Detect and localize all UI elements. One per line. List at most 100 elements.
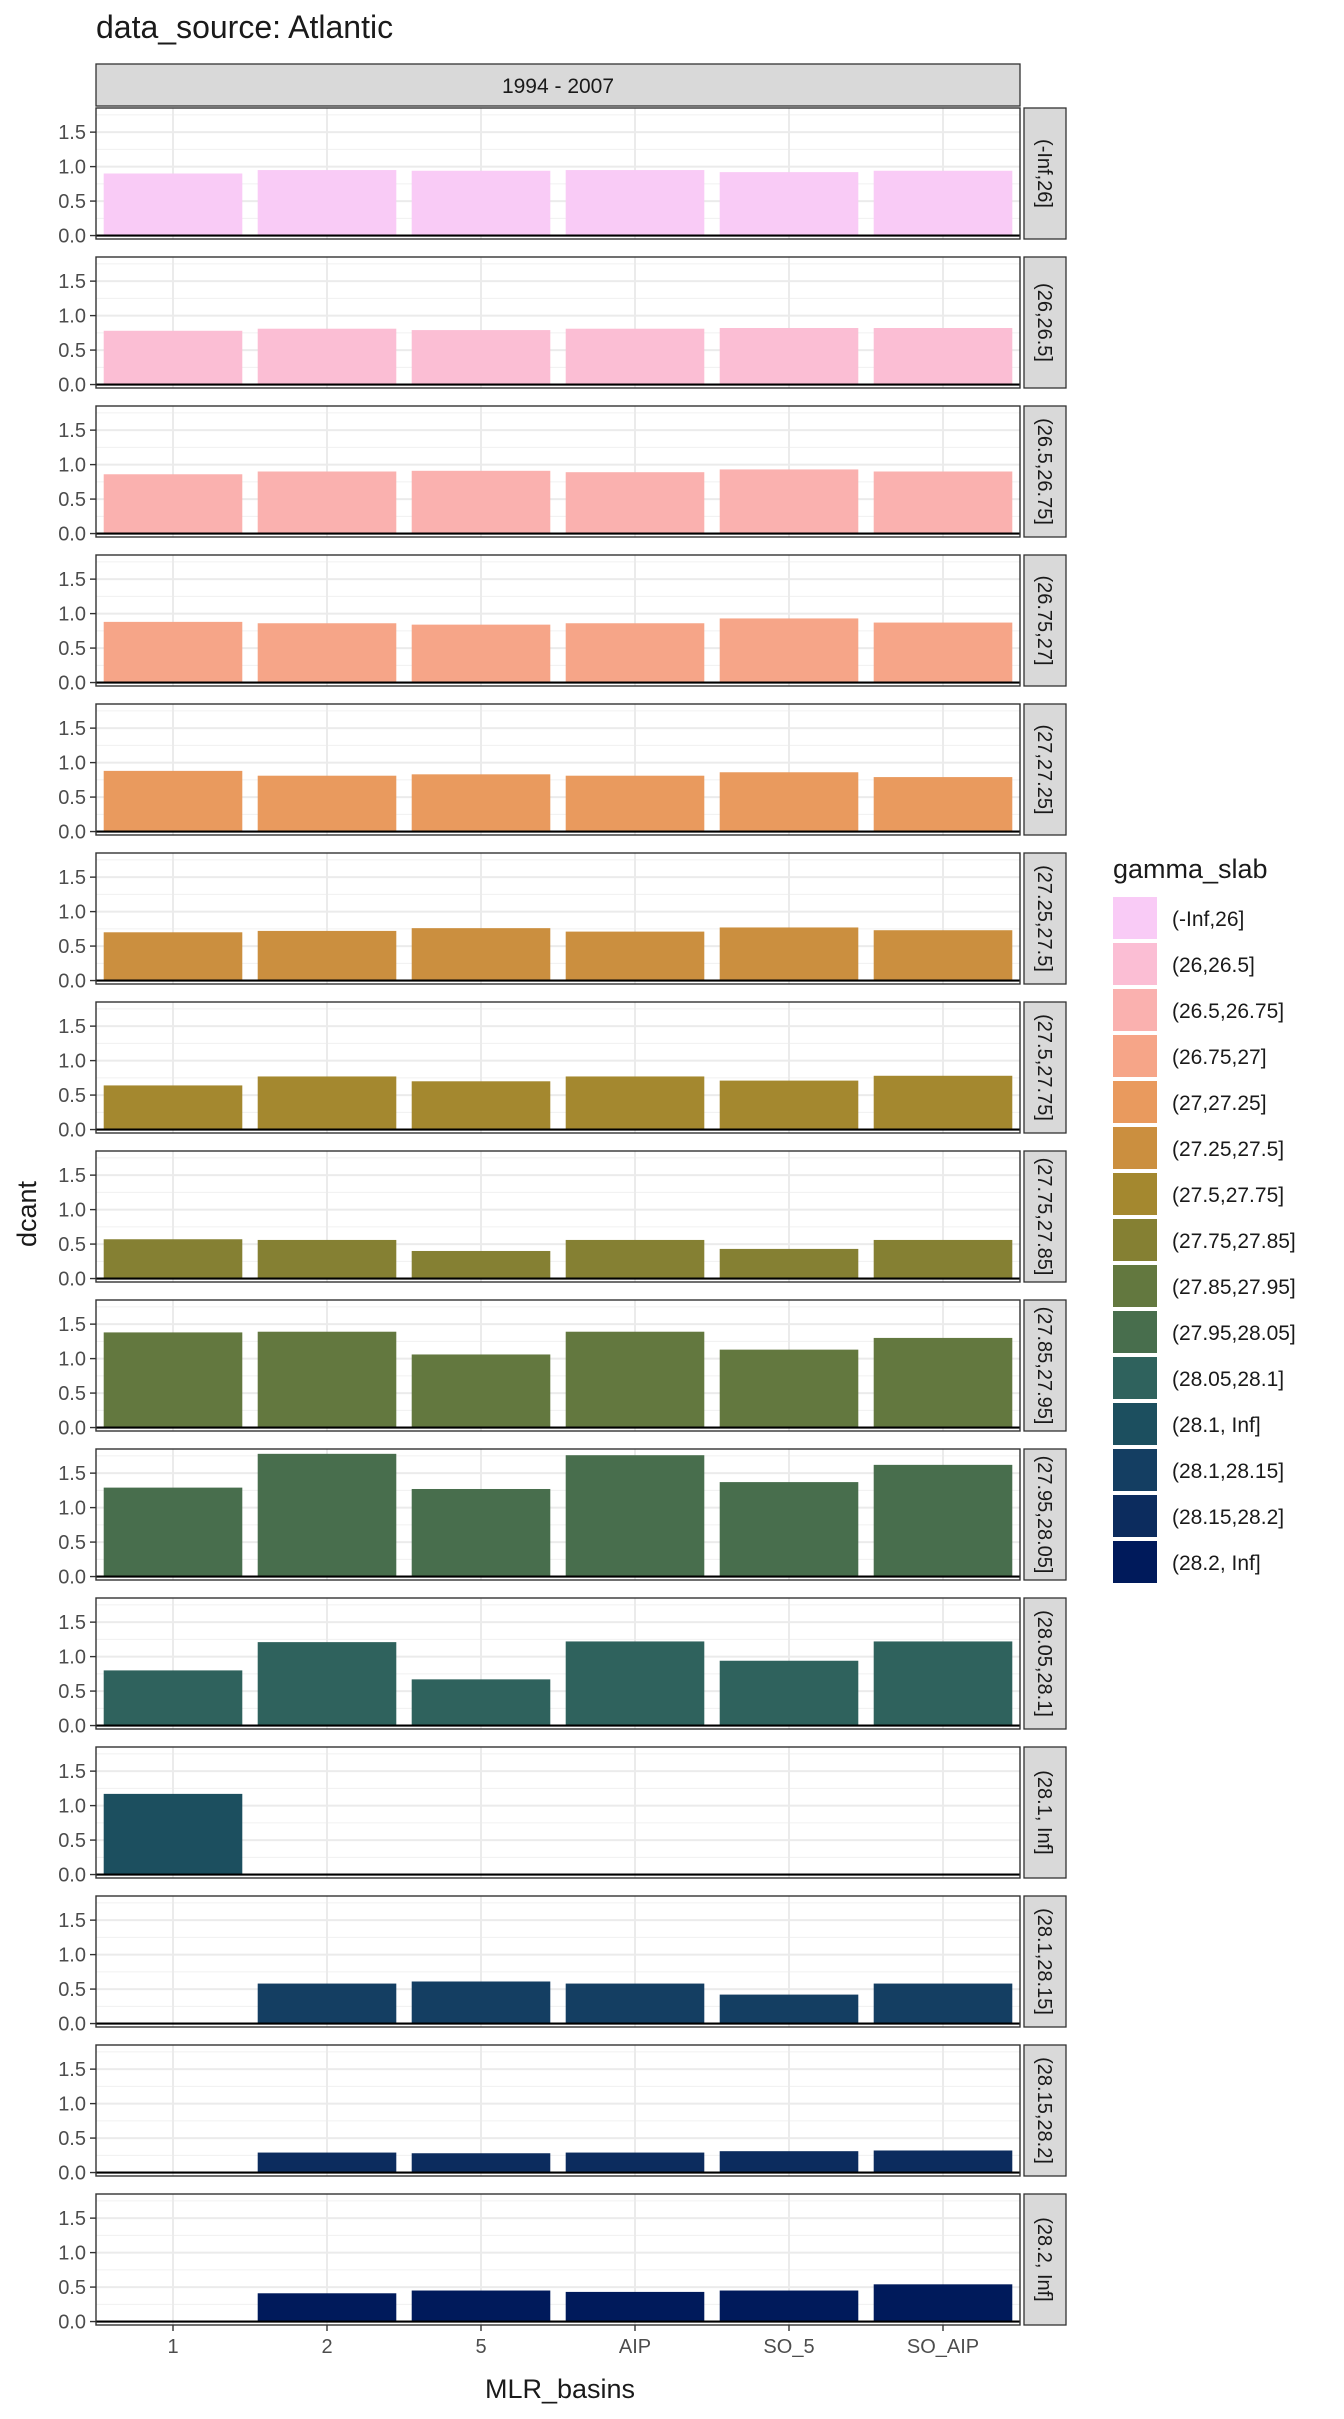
y-tick-label: 0.5	[58, 1383, 86, 1405]
legend-label-27-5-27-75: (27.5,27.75]	[1172, 1184, 1284, 1207]
row-strip-label: (26.75,27]	[1033, 575, 1055, 665]
bar-27-27-25-so-5	[719, 772, 859, 832]
bar-27-85-27-95-aip	[565, 1331, 705, 1428]
row-strip	[1023, 256, 1067, 389]
row-strip	[1023, 852, 1067, 985]
bar-27-95-28-05-2	[257, 1453, 397, 1577]
facet-panel-28-05-28-1: 0.0 0.5 1.0 1.5 (28.05,28.1]	[58, 1597, 1067, 1738]
bar-inf-26-aip	[565, 170, 705, 236]
y-tick-label: 1.0	[58, 1945, 86, 1967]
x-tick-label-aip: AIP	[619, 2336, 651, 2358]
row-strip	[1023, 2193, 1067, 2326]
y-tick-label: 0.0	[58, 1567, 86, 1589]
y-tick-label: 0.0	[58, 1865, 86, 1887]
row-strip	[1023, 405, 1067, 538]
legend-swatch-27-27-25	[1113, 1081, 1157, 1123]
legend-swatch-28-2-inf	[1113, 1541, 1157, 1583]
panel-border	[95, 1597, 1021, 1730]
facet-panel-28-1-inf: 0.0 0.5 1.0 1.5 (28.1, Inf]	[58, 1746, 1067, 1887]
bar-26-75-27-1	[103, 621, 243, 683]
legend-swatch-27-25-27-5	[1113, 1127, 1157, 1169]
y-tick-label: 0.0	[58, 1418, 86, 1440]
y-tick-label: 1.0	[58, 902, 86, 924]
legend-label-26-26-5: (26,26.5]	[1172, 954, 1255, 977]
row-strip	[1023, 107, 1067, 240]
y-tick-label: 0.0	[58, 524, 86, 546]
y-tick-label: 1.0	[58, 1051, 86, 1073]
x-axis-title: MLR_basins	[485, 2374, 635, 2404]
bar-26-26-5-so-5	[719, 328, 859, 385]
y-tick-label: 1.5	[58, 2208, 86, 2230]
bar-27-27-25-5	[411, 774, 551, 832]
row-strip-label: (26.5,26.75]	[1033, 418, 1055, 525]
legend-label-28-2-inf: (28.2, Inf]	[1172, 1552, 1261, 1575]
row-strip	[1023, 2044, 1067, 2177]
row-strip	[1023, 703, 1067, 836]
y-tick-label: 0.0	[58, 971, 86, 993]
bar-27-27-25-so-aip	[873, 777, 1013, 832]
panel-border	[95, 1448, 1021, 1581]
bar-27-25-27-5-aip	[565, 931, 705, 981]
y-tick-label: 0.5	[58, 638, 86, 660]
row-strip-label: (28.1, Inf]	[1033, 1770, 1055, 1855]
panel-border	[95, 852, 1021, 985]
legend-swatch-27-75-27-85	[1113, 1219, 1157, 1261]
row-strip-label: (27.75,27.85]	[1033, 1158, 1055, 1276]
facet-panel-27-85-27-95: 0.0 0.5 1.0 1.5 (27.85,27.95]	[58, 1299, 1067, 1440]
legend-label-27-95-28-05: (27.95,28.05]	[1172, 1322, 1296, 1345]
bar-28-15-28-2-5	[411, 2153, 551, 2173]
row-strip	[1023, 1597, 1067, 1730]
facet-panel-27-75-27-85: 0.0 0.5 1.0 1.5 (27.75,27.85]	[58, 1150, 1067, 1291]
panel-background	[96, 1449, 1020, 1580]
panel-background	[96, 1598, 1020, 1729]
y-tick-label: 0.0	[58, 1269, 86, 1291]
panel-border	[95, 256, 1021, 389]
row-strip-label: (27.95,28.05]	[1033, 1456, 1055, 1574]
x-tick-label-so-5: SO_5	[763, 2336, 814, 2358]
bar-27-25-27-5-5	[411, 928, 551, 981]
bar-28-15-28-2-aip	[565, 2152, 705, 2173]
bar-28-05-28-1-aip	[565, 1641, 705, 1726]
bar-inf-26-5	[411, 170, 551, 236]
y-tick-label: 0.5	[58, 1979, 86, 2001]
y-tick-label: 0.5	[58, 340, 86, 362]
y-tick-label: 1.0	[58, 306, 86, 328]
row-strip	[1023, 1150, 1067, 1283]
facet-panel-27-5-27-75: 0.0 0.5 1.0 1.5 (27.5,27.75]	[58, 1001, 1067, 1142]
bar-26-26-5-2	[257, 328, 397, 385]
row-strip-label: (27.85,27.95]	[1033, 1307, 1055, 1425]
row-strip	[1023, 1001, 1067, 1134]
y-tick-label: 0.0	[58, 2312, 86, 2334]
bar-28-2-inf-aip	[565, 2291, 705, 2322]
bar-26-5-26-75-5	[411, 470, 551, 534]
row-strip-label: (27.5,27.75]	[1033, 1014, 1055, 1121]
y-tick-label: 0.5	[58, 787, 86, 809]
y-tick-label: 1.0	[58, 604, 86, 626]
bar-26-5-26-75-aip	[565, 472, 705, 534]
facet-panel-28-15-28-2: 0.0 0.5 1.0 1.5 (28.15,28.2]	[58, 2044, 1067, 2185]
bar-28-2-inf-so-5	[719, 2290, 859, 2322]
bar-28-1-28-15-so-aip	[873, 1983, 1013, 2024]
bar-inf-26-so-aip	[873, 170, 1013, 236]
legend-swatch-26-5-26-75	[1113, 989, 1157, 1031]
bar-26-26-5-1	[103, 330, 243, 385]
legend-label-26-5-26-75: (26.5,26.75]	[1172, 1000, 1284, 1023]
y-tick-label: 1.5	[58, 569, 86, 591]
row-strip	[1023, 554, 1067, 687]
facet-panel-inf-26: 0.0 0.5 1.0 1.5 (-Inf,26]	[58, 107, 1067, 248]
facet-panel-27-27-25: 0.0 0.5 1.0 1.5 (27,27.25]	[58, 703, 1067, 844]
y-tick-label: 0.0	[58, 375, 86, 397]
bar-26-5-26-75-2	[257, 471, 397, 534]
panel-background	[96, 1896, 1020, 2027]
y-tick-label: 1.0	[58, 2243, 86, 2265]
bar-26-75-27-aip	[565, 623, 705, 683]
y-tick-label: 1.0	[58, 2094, 86, 2116]
y-tick-label: 0.5	[58, 2128, 86, 2150]
bar-28-1-28-15-so-5	[719, 1994, 859, 2024]
y-tick-label: 0.0	[58, 1120, 86, 1142]
panel-border	[95, 1746, 1021, 1879]
bar-27-85-27-95-so-5	[719, 1349, 859, 1428]
legend-swatch-28-05-28-1	[1113, 1357, 1157, 1399]
bar-27-95-28-05-aip	[565, 1455, 705, 1577]
y-tick-label: 0.5	[58, 936, 86, 958]
